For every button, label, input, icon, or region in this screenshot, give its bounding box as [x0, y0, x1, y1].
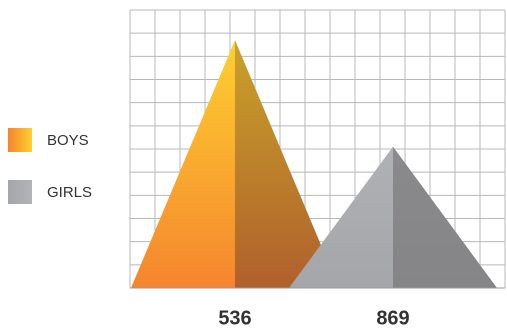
- triangle-right: [235, 40, 339, 288]
- legend-swatch: [8, 128, 32, 152]
- x-tick-label: 869: [376, 307, 409, 329]
- x-tick-label: 536: [218, 307, 251, 329]
- triangle-left: [289, 146, 393, 288]
- legend-label: BOYS: [47, 132, 89, 149]
- legend-swatch: [8, 180, 32, 204]
- triangle-left: [131, 40, 235, 288]
- triangle-right: [393, 146, 497, 288]
- legend-label: GIRLS: [47, 184, 92, 201]
